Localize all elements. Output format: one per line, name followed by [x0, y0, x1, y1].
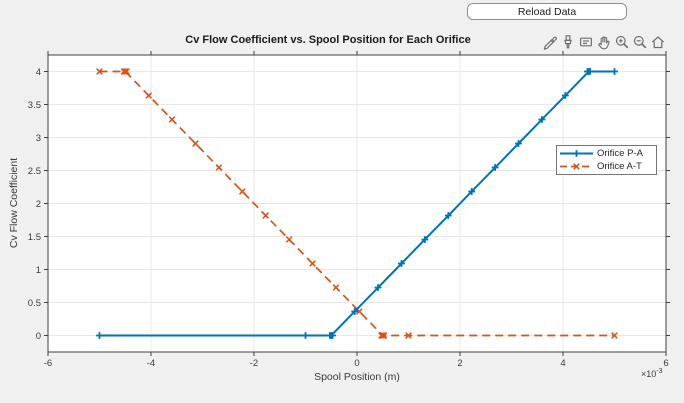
brush-icon[interactable] [559, 33, 576, 50]
legend-sample-line-0 [560, 150, 593, 157]
zoom-out-icon[interactable] [631, 33, 648, 50]
y-tick-label: 4 [36, 67, 41, 78]
x-tick-label: -4 [147, 358, 155, 369]
pan-icon[interactable] [595, 33, 612, 50]
axis-ticks [44, 51, 670, 356]
x-axis-label: Spool Position (m) [314, 371, 400, 383]
y-tick-label: 2.5 [28, 166, 41, 177]
exponent-base: ×10 [641, 369, 657, 379]
legend-sample-line-1 [560, 163, 593, 170]
y-tick-label: 2 [36, 199, 41, 210]
y-tick-label: 1.5 [28, 232, 41, 243]
tick-labels: -6 -4 -2 0 2 4 6 0 0.5 1 1.5 2 2.5 3 3.5 4 [28, 67, 669, 369]
y-tick-label: 0.5 [28, 298, 41, 309]
x-tick-label: -6 [44, 358, 52, 369]
y-tick-label: 3 [36, 133, 41, 144]
x-tick-label: 0 [354, 358, 359, 369]
x-tick-label: 4 [560, 358, 565, 369]
legend[interactable]: Orifice P-A Orifice A-T [556, 145, 657, 175]
y-tick-label: 3.5 [28, 100, 41, 111]
x-tick-label: 6 [663, 358, 668, 369]
y-tick-label: 1 [36, 265, 41, 276]
x-tick-label: 2 [457, 358, 462, 369]
zoom-in-icon[interactable] [613, 33, 630, 50]
chart-title: Cv Flow Coefficient vs. Spool Position f… [185, 34, 471, 46]
y-tick-label: 0 [36, 331, 41, 342]
exponent-power: -3 [656, 368, 663, 375]
legend-label: Orifice P-A [597, 148, 643, 159]
legend-label: Orifice A-T [597, 161, 642, 172]
export-icon[interactable] [541, 33, 558, 50]
x-tick-label: -2 [250, 358, 258, 369]
legend-item-orifice-a-t[interactable]: Orifice A-T [557, 160, 656, 173]
x-axis-exponent: ×10-3 [641, 368, 663, 379]
reload-data-button[interactable]: Reload Data [467, 3, 627, 20]
axes-toolbar [541, 33, 666, 50]
y-axis-label: Cv Flow Coefficient [8, 157, 20, 249]
datatips-icon[interactable] [577, 33, 594, 50]
legend-item-orifice-p-a[interactable]: Orifice P-A [557, 147, 656, 160]
home-icon[interactable] [649, 33, 666, 50]
